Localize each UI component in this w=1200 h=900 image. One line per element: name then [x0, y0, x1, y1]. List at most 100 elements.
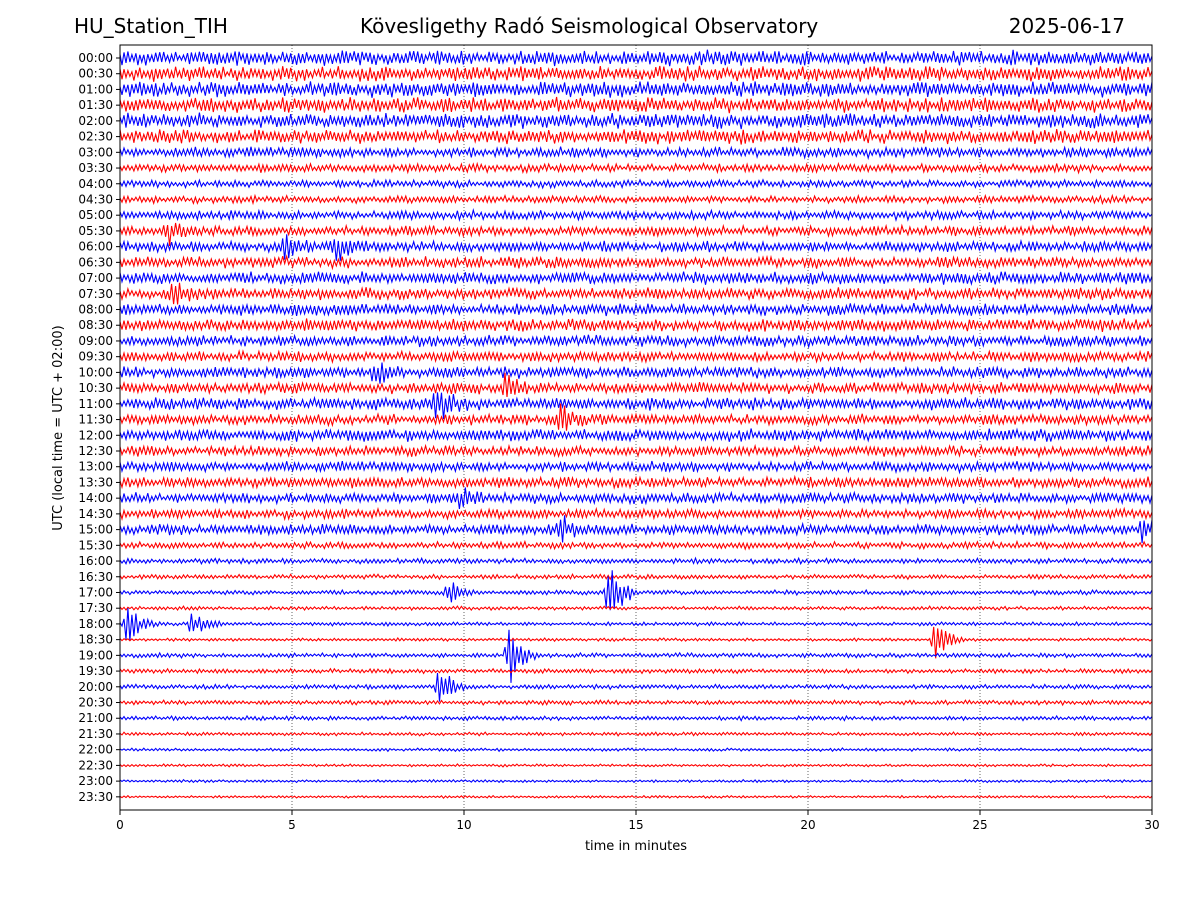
trace-0230: [119, 129, 1153, 145]
y-tick-label: 14:00: [78, 491, 113, 505]
observatory-title: Kövesligethy Radó Seismological Observat…: [360, 14, 819, 38]
y-tick-label: 09:30: [78, 350, 113, 364]
y-tick-label: 09:00: [78, 334, 113, 348]
y-tick-label: 18:00: [78, 617, 113, 631]
y-tick-label: 02:30: [78, 130, 113, 144]
y-tick-label: 13:00: [78, 460, 113, 474]
y-tick-label: 22:30: [78, 758, 113, 772]
x-tick-label: 0: [116, 818, 124, 832]
trace-1000: [119, 362, 1153, 384]
y-tick-label: 07:00: [78, 271, 113, 285]
y-tick-label: 15:30: [78, 538, 113, 552]
y-tick-label: 19:30: [78, 664, 113, 678]
y-tick-label: 00:00: [78, 51, 113, 65]
trace-2300: [119, 778, 1153, 784]
trace-1930: [119, 667, 1153, 675]
y-tick-label: 19:00: [78, 648, 113, 662]
trace-1300: [119, 459, 1153, 475]
trace-0830: [119, 317, 1153, 333]
trace-2230: [119, 763, 1153, 768]
y-tick-label: 03:00: [78, 145, 113, 159]
y-tick-label: 00:30: [78, 67, 113, 81]
trace-1430: [119, 506, 1153, 522]
y-axis-label: UTC (local time = UTC + 02:00): [51, 325, 66, 530]
y-tick-label: 20:30: [78, 696, 113, 710]
y-tick-label: 11:30: [78, 413, 113, 427]
x-axis-ticks: 0 5 10 15 20 25 30: [116, 810, 1160, 832]
y-tick-label: 16:00: [78, 554, 113, 568]
trace-2330: [119, 794, 1153, 800]
y-tick-label: 18:30: [78, 633, 113, 647]
trace-2200: [119, 747, 1153, 753]
trace-1530: [119, 539, 1153, 551]
y-tick-label: 03:30: [78, 161, 113, 175]
trace-1630: [119, 573, 1153, 581]
trace-0000: [119, 49, 1153, 67]
trace-1130: [119, 403, 1153, 431]
x-grid: [291, 45, 981, 810]
x-tick-label: 15: [628, 818, 643, 832]
y-tick-label: 20:00: [78, 680, 113, 694]
x-tick-label: 30: [1144, 818, 1159, 832]
y-tick-label: 06:30: [78, 255, 113, 269]
y-tick-label: 11:00: [78, 397, 113, 411]
y-tick-label: 05:30: [78, 224, 113, 238]
y-tick-label: 02:00: [78, 114, 113, 128]
trace-1500: [119, 515, 1153, 544]
trace-0430: [119, 193, 1153, 206]
y-tick-label: 17:00: [78, 585, 113, 599]
trace-0130: [119, 96, 1153, 114]
y-tick-label: 05:00: [78, 208, 113, 222]
trace-0530: [119, 222, 1153, 246]
trace-1700: [119, 570, 1153, 611]
station-name: HU_Station_TIH: [74, 14, 228, 38]
y-tick-label: 13:30: [78, 475, 113, 489]
trace-0900: [119, 333, 1153, 349]
trace-2030: [119, 698, 1153, 707]
x-tick-label: 20: [800, 818, 815, 832]
plot-date: 2025-06-17: [1008, 14, 1125, 38]
trace-0730: [119, 282, 1153, 305]
trace-0400: [119, 177, 1153, 190]
trace-0700: [119, 270, 1153, 286]
y-tick-label: 21:00: [78, 711, 113, 725]
trace-0030: [119, 65, 1153, 82]
trace-1800: [119, 608, 1153, 641]
y-tick-label: 15:00: [78, 523, 113, 537]
y-tick-label: 23:00: [78, 774, 113, 788]
x-tick-label: 5: [288, 818, 296, 832]
y-tick-label: 10:00: [78, 365, 113, 379]
y-tick-label: 12:30: [78, 444, 113, 458]
trace-0500: [119, 207, 1153, 223]
y-tick-label: 01:30: [78, 98, 113, 112]
y-tick-label: 01:00: [78, 82, 113, 96]
trace-0800: [119, 302, 1153, 317]
trace-1400: [119, 487, 1153, 509]
trace-2130: [119, 731, 1153, 737]
trace-2100: [119, 714, 1153, 722]
trace-0930: [119, 349, 1153, 365]
y-tick-label: 08:00: [78, 303, 113, 317]
x-tick-label: 10: [456, 818, 471, 832]
y-tick-label: 22:00: [78, 743, 113, 757]
y-tick-label: 23:30: [78, 790, 113, 804]
trace-0200: [119, 112, 1153, 130]
y-tick-label: 08:30: [78, 318, 113, 332]
trace-1830: [119, 626, 1153, 659]
trace-0330: [119, 161, 1153, 175]
trace-1030: [119, 372, 1153, 398]
trace-1330: [119, 474, 1153, 490]
y-tick-label: 14:30: [78, 507, 113, 521]
seismic-traces: [119, 49, 1153, 800]
y-tick-label: 12:00: [78, 428, 113, 442]
trace-1730: [119, 605, 1153, 612]
y-tick-label: 21:30: [78, 727, 113, 741]
trace-1900: [119, 629, 1153, 683]
trace-1230: [119, 443, 1153, 459]
trace-1200: [119, 427, 1153, 443]
y-tick-label: 04:30: [78, 192, 113, 206]
y-tick-label: 10:30: [78, 381, 113, 395]
trace-0100: [119, 81, 1153, 98]
